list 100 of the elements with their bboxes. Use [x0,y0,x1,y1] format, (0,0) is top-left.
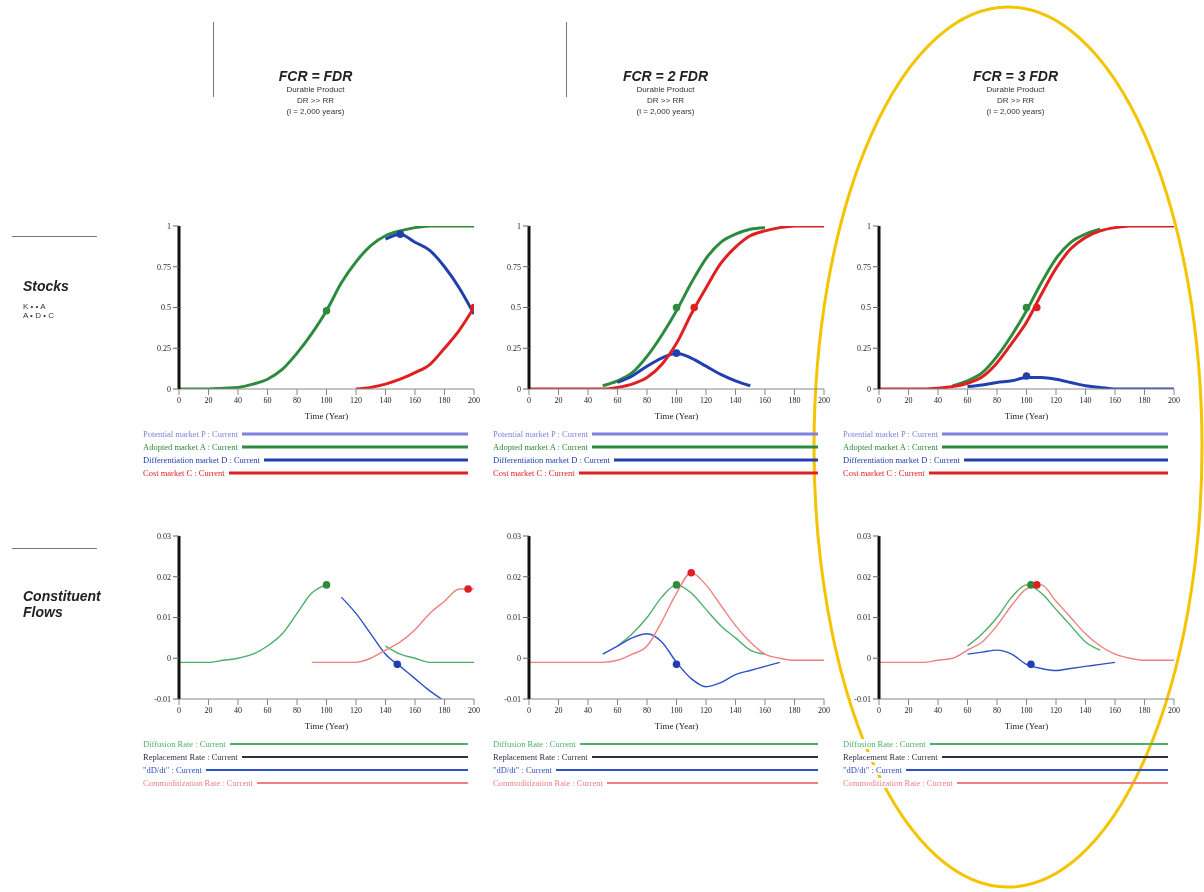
x-tick-label: 0 [877,705,881,715]
y-tick-label: 0.02 [157,572,171,582]
point [464,585,472,593]
line-series [951,227,1102,388]
x-tick-label: 200 [818,395,830,405]
x-tick-label: 140 [729,705,742,715]
line-series [616,351,752,388]
x-tick-label: 180 [1138,705,1151,715]
x-tick-label: 80 [293,705,301,715]
x-tick-label: 20 [904,395,913,405]
line-series [601,226,767,388]
x-tick-label: 100 [670,395,683,405]
y-tick-label: 0.03 [857,531,871,541]
y-tick-label: 1 [867,221,871,231]
x-tick-label: 0 [877,395,881,405]
x-tick-label: 100 [1020,395,1033,405]
point [672,660,681,669]
line-series [384,232,474,316]
text: Differentiation market D : Current [493,454,610,465]
x-tick-label: 140 [1079,705,1092,715]
text: K • • A [23,302,47,311]
x-tick-label: 40 [584,395,592,405]
x-tick-label: 140 [729,395,742,405]
point [672,581,681,589]
x-tick-label: 200 [818,705,830,715]
y-tick-label: 0.75 [507,262,521,272]
x-tick-label: 0 [177,395,181,405]
x-tick-label: 100 [1020,705,1033,715]
y-tick-label: -0.01 [504,694,521,704]
line-series [529,571,824,664]
legend-label: Potential market P : Current [843,428,939,439]
y-tick-label: 0 [867,654,871,664]
chart-subtitle: Durable Product DR >> RR (l = 2,000 years) [285,84,346,117]
x-tick-label: 80 [293,395,301,405]
x-tick-label: 120 [350,705,362,715]
x-tick-label: 100 [320,395,333,405]
x-tick-label: 160 [759,395,771,405]
y-tick-label: 0.02 [857,572,871,582]
legend-label: Replacement Rate : Current [493,751,588,762]
x-axis-title: Time (Year) [654,411,699,421]
x-tick-label: 60 [963,395,972,405]
y-tick-label: 0 [517,384,521,394]
y-tick-label: 0.5 [161,303,171,313]
chart-title: FCR = 3 FDR [971,68,1060,84]
x-tick-label: 200 [468,705,480,715]
x-tick-label: 0 [177,705,181,715]
x-tick-label: 180 [438,705,451,715]
x-tick-label: 20 [554,395,563,405]
x-tick-label: 80 [993,705,1001,715]
x-tick-label: 40 [934,395,942,405]
x-tick-label: 200 [1168,395,1180,405]
x-axis-title: Time (Year) [304,721,349,731]
y-tick-label: 0.01 [857,613,871,623]
text: Cost market C : Current [143,467,225,478]
x-tick-label: 120 [700,705,712,715]
x-tick-label: 60 [613,395,622,405]
y-tick-label: 0.5 [511,303,521,313]
x-tick-label: 80 [643,705,651,715]
text: Diffusion Rate : Current [493,738,576,749]
x-tick-label: 20 [204,705,213,715]
x-tick-label: 20 [554,705,563,715]
text: Diffusion Rate : Current [143,738,226,749]
x-axis-title: Time (Year) [654,721,699,731]
legend-label: Potential market P : Current [143,428,239,439]
text: Adopted market A : Current [143,441,238,452]
x-tick-label: 0 [527,705,531,715]
x-tick-label: 160 [1109,705,1121,715]
y-tick-label: -0.01 [154,694,171,704]
text: Commoditization Rate : Current [143,777,253,788]
y-tick-label: 0.25 [157,344,171,354]
text: Differentiation market D : Current [843,454,960,465]
text: Adopted market A : Current [843,441,938,452]
x-tick-label: 160 [409,705,421,715]
x-tick-label: 120 [350,395,362,405]
point [396,230,405,238]
x-axis-title: Time (Year) [1004,411,1049,421]
x-tick-label: 0 [527,395,531,405]
x-tick-label: 100 [320,705,333,715]
x-tick-label: 160 [1109,395,1121,405]
x-tick-label: 180 [1138,395,1151,405]
x-tick-label: 140 [1079,395,1092,405]
x-tick-label: 20 [904,705,913,715]
x-tick-label: 80 [993,395,1001,405]
legend-label: Potential market P : Current [493,428,589,439]
x-tick-label: 160 [409,395,421,405]
x-axis-title: Time (Year) [1004,721,1049,731]
y-tick-label: 0.01 [507,613,521,623]
text: Differentiation market D : Current [143,454,260,465]
text: Constituent Flows [23,588,102,620]
chart-subtitle: Durable Product DR >> RR (l = 2,000 years) [635,84,696,117]
x-tick-label: 180 [788,705,801,715]
chart-title: FCR = FDR [277,68,354,84]
y-tick-label: 0.75 [157,262,171,272]
y-tick-label: 0.25 [507,344,521,354]
x-tick-label: 160 [759,705,771,715]
line-series [340,596,443,699]
x-tick-label: 180 [438,395,451,405]
x-tick-label: 40 [584,705,592,715]
x-tick-label: 200 [468,395,480,405]
x-tick-label: 120 [1050,395,1062,405]
